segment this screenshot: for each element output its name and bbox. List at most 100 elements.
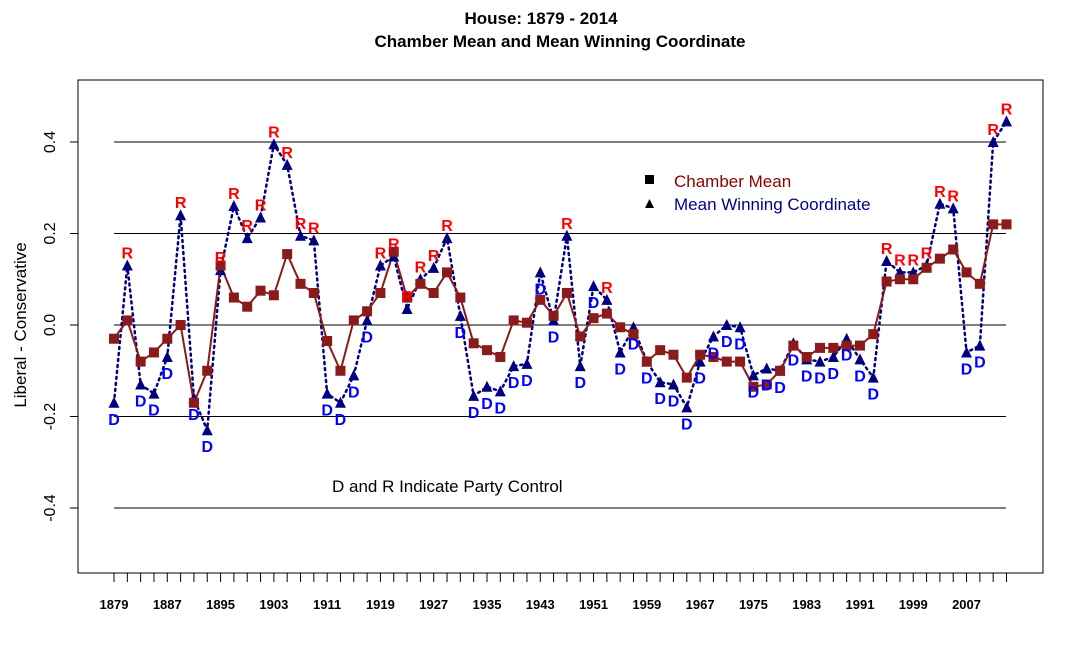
x-tick-label: 1903	[259, 597, 288, 612]
party-control-label: D	[348, 384, 360, 401]
winning-coordinate-point	[121, 259, 133, 271]
x-tick-label: 2007	[952, 597, 981, 612]
party-control-label: D	[588, 295, 600, 312]
x-tick-label: 1991	[846, 597, 875, 612]
chamber-mean-point	[908, 274, 919, 285]
party-control-label: R	[281, 145, 293, 162]
chamber-mean-point	[748, 381, 759, 392]
party-control-label: R	[375, 246, 387, 263]
y-tick-label: 0.4	[42, 131, 59, 153]
winning-coordinate-point	[468, 389, 480, 401]
x-tick-label: 1967	[686, 597, 715, 612]
chamber-mean-point	[148, 347, 159, 358]
party-control-label: R	[441, 218, 453, 235]
chamber-mean-point	[481, 345, 492, 356]
party-control-label: D	[774, 380, 786, 397]
winning-coordinate-point	[1001, 115, 1012, 127]
party-control-label: D	[481, 396, 493, 413]
chamber-mean-point	[655, 345, 666, 356]
party-control-label: R	[428, 248, 440, 265]
x-tick-label: 1975	[739, 597, 768, 612]
party-control-label: D	[841, 348, 853, 365]
winning-coordinate-line	[112, 120, 1008, 431]
chamber-mean-point	[242, 301, 253, 312]
party-control-label: R	[401, 289, 413, 306]
chamber-mean-point	[815, 342, 826, 353]
winning-coordinate-point	[281, 158, 293, 170]
winning-coordinate-point	[881, 254, 893, 266]
party-control-label: D	[694, 371, 706, 388]
chamber-mean-point	[442, 267, 453, 278]
winning-coordinate-point	[241, 232, 253, 244]
chamber-mean-point	[974, 278, 985, 289]
chamber-mean-point	[202, 365, 213, 376]
winning-coordinate-point	[987, 136, 999, 147]
chamber-mean-point	[228, 292, 239, 303]
series-lines	[112, 120, 1008, 431]
party-control-label: D	[108, 412, 120, 429]
chamber-mean-point	[961, 267, 972, 278]
chamber-mean-point	[535, 294, 546, 305]
party-control-label: D	[828, 366, 840, 383]
party-control-label: D	[641, 371, 653, 388]
chamber-mean-point	[681, 372, 692, 383]
chamber-mean-point	[575, 331, 586, 342]
party-control-label: D	[361, 329, 373, 346]
winning-coordinate-point	[255, 211, 267, 223]
y-tick-label: -0.4	[42, 494, 59, 522]
legend-label-winning-coordinate: Mean Winning Coordinate	[674, 195, 871, 214]
winning-coordinate-point	[694, 355, 706, 367]
winning-coordinate-point	[135, 378, 147, 390]
x-tick-label: 1879	[100, 597, 129, 612]
party-control-label: R	[947, 188, 959, 205]
chart-title: House: 1879 - 2014	[464, 9, 618, 28]
chamber-mean-point	[335, 365, 346, 376]
winning-coordinate-point	[441, 232, 453, 244]
chamber-mean-point	[255, 285, 266, 296]
chamber-mean-point	[402, 292, 413, 303]
party-control-label: D	[734, 336, 746, 353]
party-control-label: D	[761, 377, 773, 394]
chamber-mean-point	[122, 315, 133, 326]
y-tick-label: 0.2	[42, 222, 59, 244]
chamber-mean-point	[495, 352, 506, 363]
winning-coordinate-point	[561, 229, 573, 241]
party-control-label: R	[934, 184, 946, 201]
winning-coordinate-point	[974, 339, 986, 351]
party-control-label: D	[854, 368, 866, 385]
party-control-label: R	[122, 246, 134, 263]
chart-subtitle: Chamber Mean and Mean Winning Coordinate	[374, 32, 745, 51]
winning-coordinate-point	[827, 351, 839, 363]
party-control-label: R	[921, 246, 933, 263]
chamber-mean-point	[801, 352, 812, 363]
winning-coordinate-point	[681, 401, 693, 413]
winning-coordinate-point	[161, 351, 173, 363]
party-control-label: D	[748, 384, 760, 401]
winning-coordinate-point	[148, 387, 160, 399]
winning-coordinate-point	[814, 355, 826, 367]
party-control-label: D	[335, 412, 347, 429]
winning-coordinate-point	[108, 396, 120, 408]
party-control-label: D	[681, 416, 693, 433]
legend-triangle-icon	[645, 199, 654, 208]
x-tick-label: 1895	[206, 597, 235, 612]
winning-coordinate-point	[867, 371, 879, 383]
winning-coordinate-point	[854, 353, 866, 365]
chamber-mean-point	[988, 219, 999, 230]
chamber-mean-point	[601, 308, 612, 319]
party-control-label: D	[814, 371, 826, 388]
party-control-label: D	[574, 375, 586, 392]
winning-coordinate-point	[667, 378, 679, 390]
winning-coordinate-point	[201, 424, 213, 436]
party-control-label: D	[495, 400, 507, 417]
chamber-mean-point	[881, 276, 892, 287]
party-control-label: R	[295, 216, 307, 233]
chamber-mean-point	[282, 249, 293, 260]
winning-coordinate-point	[654, 376, 666, 388]
party-control-annotation: D and R Indicate Party Control	[332, 477, 563, 496]
winning-coordinate-point	[268, 138, 280, 150]
chamber-mean-point	[295, 278, 306, 289]
party-control-label: D	[868, 387, 880, 404]
party-control-label: D	[135, 393, 147, 410]
